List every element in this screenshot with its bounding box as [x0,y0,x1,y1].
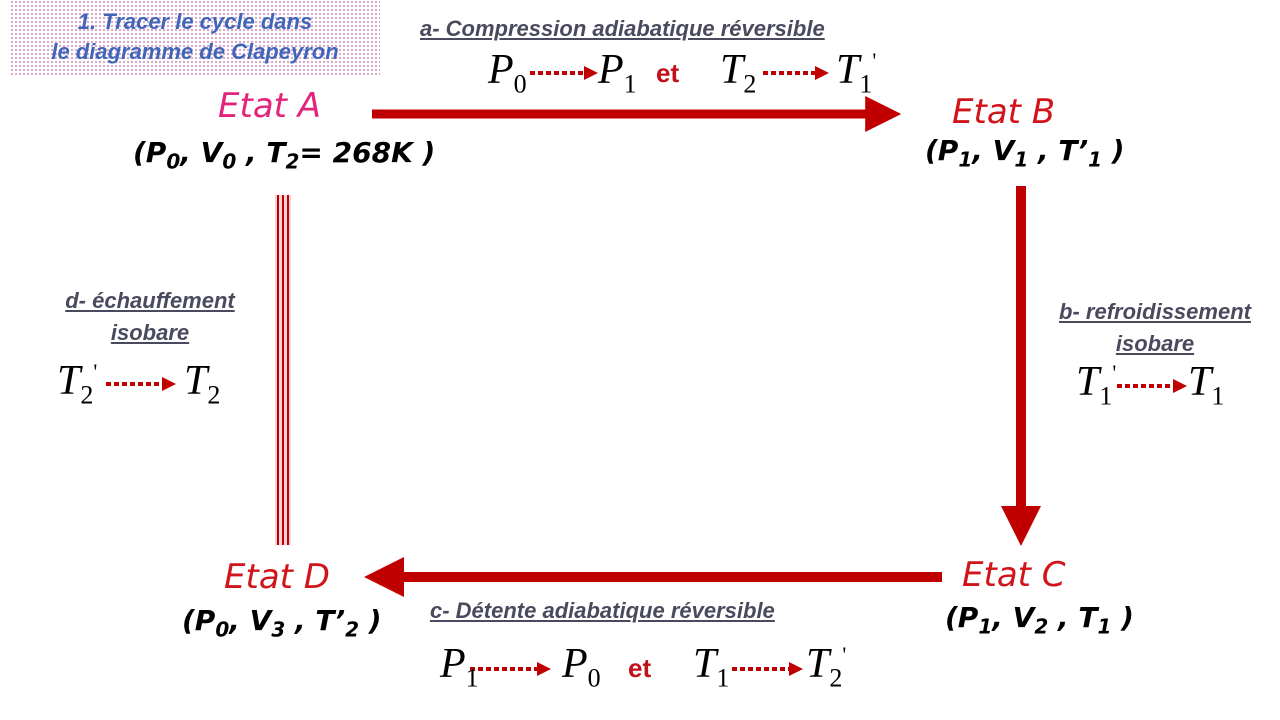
process-c-temperature-to: T2' [806,641,847,693]
state-b-label: Etat B [952,92,1056,132]
process-b-temperature-to: T1 [1188,359,1225,411]
process-b-temperature-from: T1' [1076,359,1117,411]
title-line-2: le diagramme de Clapeyron [51,39,339,64]
process-c-et: et [628,653,652,683]
state-c-label: Etat C [962,555,1066,595]
process-a-temperature: T2 [720,47,757,99]
process-a-pressure-to: P1 [598,47,637,99]
process-c-pressure-to: P0 [562,641,601,693]
process-d-temperature-from: T2' [57,358,98,410]
slide-title: 1. Tracer le cycle dans le diagramme de … [10,0,380,76]
process-a-temperature-to: T1' [836,47,877,99]
process-c-temperature-from: T1 [693,641,730,693]
process-d-temperature-to: T2 [184,358,221,410]
title-line-1: 1. Tracer le cycle dans [77,9,313,34]
connector-d-to-a [275,195,291,545]
process-c-pressure-from: P1 [440,641,479,693]
process-a-pressure: P0 [488,47,527,99]
process-a-et: et [656,58,680,88]
process-d-label: d- échauffement isobare [65,288,235,345]
process-c-label: c- Détente adiabatique réversible [430,598,775,623]
state-a-coords: (P0, V0 , T2= 268K ) [133,136,436,174]
state-d-coords: (P0, V3 , T’2 ) [182,604,382,642]
state-c-coords: (P1, V2 , T1 ) [945,601,1134,639]
state-a-label: Etat A [218,86,322,126]
state-b-coords: (P1, V1 , T’1 ) [925,134,1125,172]
process-b-label: b- refroidissement isobare [1059,299,1251,356]
process-a-label: a- Compression adiabatique réversible [420,16,825,41]
state-d-label: Etat D [224,557,330,597]
